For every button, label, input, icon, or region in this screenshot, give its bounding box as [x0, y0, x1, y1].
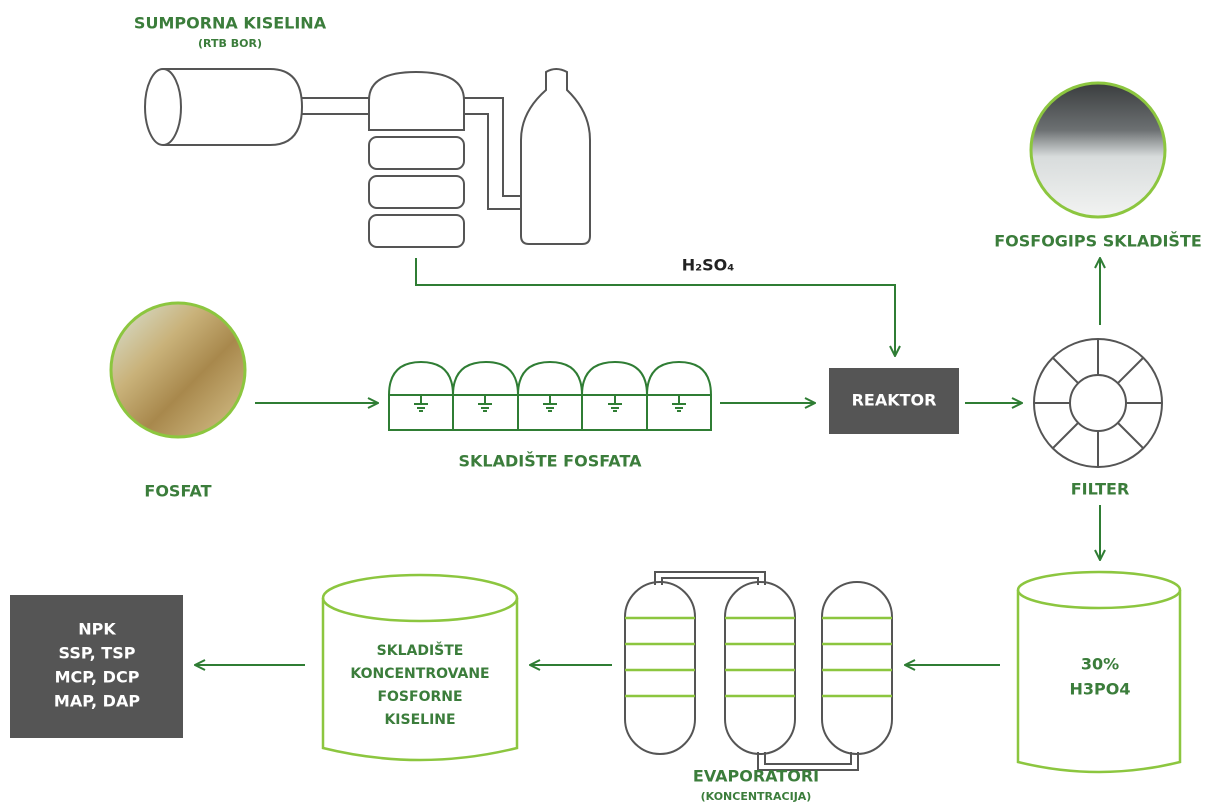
tank-text: 30%	[1081, 655, 1119, 674]
product-text: SSP, TSP	[59, 644, 136, 663]
tank-text: KONCENTROVANE	[350, 666, 489, 682]
product-text: NPK	[78, 620, 116, 639]
fosfat-photo	[111, 303, 245, 437]
tank-text: H3PO4	[1070, 680, 1131, 699]
acid-plant-icon	[145, 69, 590, 247]
node-label: SKLADIŠTE FOSFATA	[458, 452, 642, 471]
acid-flow	[416, 258, 895, 356]
source-subtitle: (RTB BOR)	[198, 37, 262, 50]
tank-text: KISELINE	[384, 712, 455, 728]
product-text: MAP, DAP	[54, 692, 140, 711]
storage-icon	[389, 362, 711, 430]
node-sublabel: (KONCENTRACIJA)	[701, 790, 812, 803]
process-diagram: SUMPORNA KISELINA (RTB BOR) H₂SO₄ FOSFAT…	[0, 0, 1218, 806]
node-label: FILTER	[1071, 480, 1130, 499]
product-text: MCP, DCP	[55, 668, 140, 687]
evaporators-icon	[625, 572, 892, 770]
tank-text: SKLADIŠTE	[377, 641, 464, 659]
source-title: SUMPORNA KISELINA	[134, 14, 327, 33]
node-label: REAKTOR	[852, 391, 937, 410]
filter-icon	[1034, 339, 1162, 467]
fosfogips-photo	[1031, 83, 1165, 217]
node-label: EVAPORATORI	[693, 767, 819, 786]
flow-label: H₂SO₄	[682, 256, 735, 275]
products-box	[10, 595, 183, 738]
tank-text: FOSFORNE	[377, 689, 462, 705]
node-label: FOSFAT	[144, 482, 211, 501]
node-label: FOSFOGIPS SKLADIŠTE	[994, 232, 1202, 251]
